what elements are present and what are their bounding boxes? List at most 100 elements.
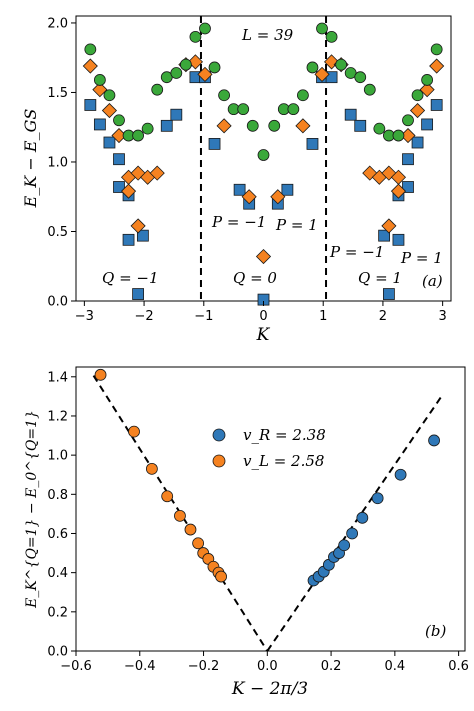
data-point-circle	[128, 425, 140, 438]
data-point-diamond	[216, 118, 232, 134]
data-point-square	[93, 118, 106, 131]
x-tick-label: −3	[75, 309, 94, 324]
data-point-circle	[428, 434, 440, 447]
data-point-square	[402, 181, 414, 193]
data-point-circle	[184, 523, 197, 536]
data-point-diamond	[390, 183, 407, 199]
x-tick-label: 0.0	[257, 659, 278, 674]
data-point-circle	[402, 114, 414, 127]
x-tick-label: 0.4	[385, 659, 406, 674]
x-tick-label: 3	[438, 309, 446, 324]
annotation-p-mid-right: P = 1	[275, 216, 318, 234]
data-point-circle	[151, 83, 164, 96]
data-point-circle	[373, 122, 386, 135]
data-point-square	[430, 99, 443, 111]
data-point-square	[306, 138, 319, 150]
data-point-diamond	[295, 118, 311, 134]
data-point-square	[84, 99, 97, 111]
data-point-square	[402, 153, 414, 166]
data-point-circle	[430, 43, 443, 56]
data-point-diamond	[409, 102, 426, 119]
panel-a-label: (a)	[422, 272, 443, 290]
panel-b-frame	[75, 366, 466, 652]
data-point-circle	[161, 490, 174, 503]
data-point-circle	[170, 67, 183, 79]
data-point-circle	[325, 30, 338, 43]
y-tick-label: 0.8	[47, 488, 68, 503]
data-point-square	[113, 153, 125, 166]
data-point-circle	[94, 368, 107, 381]
data-point-square	[208, 138, 221, 150]
data-point-square	[160, 119, 173, 132]
panel-b-points	[94, 368, 440, 587]
annotation-p-right-right: P = 1	[400, 249, 443, 267]
data-point-circle	[394, 468, 407, 481]
data-point-circle	[145, 462, 158, 475]
y-tick-label: 2.0	[47, 16, 68, 31]
data-point-circle	[268, 119, 281, 132]
legend-label-vr: v_R = 2.38	[243, 426, 326, 444]
data-point-square	[170, 108, 183, 121]
x-tick-label: −0.2	[188, 659, 220, 674]
data-point-square	[136, 229, 149, 242]
x-tick-label: 0	[259, 309, 267, 324]
data-point-circle	[421, 74, 434, 86]
data-point-circle	[335, 58, 348, 71]
annotation-q-left: Q = −1	[102, 269, 159, 287]
legend-marker-vr	[212, 428, 226, 442]
data-point-circle	[141, 122, 154, 135]
panel-a-points	[82, 22, 445, 306]
panel-b-ticks: −0.6 −0.4 −0.2 0.0 0.2 0.4 0.6 0.0 0.2 0.4 0.6 0.8 1…	[47, 370, 469, 674]
panel-b-fit-lines	[92, 375, 444, 652]
data-point-diamond	[197, 66, 213, 82]
annotation-p-mid-left: P = −1	[211, 213, 266, 231]
data-point-square	[421, 118, 434, 131]
data-point-diamond	[241, 189, 257, 205]
y-tick-label: 1.4	[47, 370, 68, 385]
data-point-diamond	[429, 58, 445, 74]
data-point-circle	[208, 61, 221, 74]
data-point-circle	[297, 89, 309, 102]
annotation-q-right: Q = 1	[358, 269, 402, 287]
data-point-diamond	[381, 218, 397, 234]
panel-a: −3 −2 −1 0 1 2 30.00.51.01.52.0 L = 39 Q = −1 …	[21, 15, 452, 345]
data-point-circle	[84, 43, 97, 56]
data-point-diamond	[82, 58, 98, 74]
data-point-circle	[199, 22, 211, 35]
data-point-diamond	[419, 82, 435, 98]
panel-b-label: (b)	[425, 622, 446, 640]
legend-label-vl: v_L = 2.58	[243, 452, 324, 470]
data-point-circle	[218, 89, 230, 102]
data-point-square	[122, 233, 135, 246]
data-point-circle	[306, 61, 319, 74]
annotation-L: L = 39	[241, 26, 294, 44]
panel-b-ylabel: E_K^{Q=1} − E_0^{Q=1}	[24, 410, 40, 609]
data-point-circle	[103, 89, 116, 102]
panel-a-ticks: −3 −2 −1 0 1 2 3 0.0 0.5 1.0 1.5 2.0	[47, 16, 446, 324]
x-tick-label: 0.6	[448, 659, 469, 674]
data-point-square	[354, 119, 367, 132]
data-point-circle	[287, 103, 300, 116]
y-tick-label: 1.0	[47, 449, 68, 464]
data-point-diamond	[120, 183, 137, 199]
x-tick-label: 2	[379, 309, 387, 324]
data-point-circle	[132, 129, 145, 142]
data-point-circle	[316, 22, 328, 35]
y-tick-label: 0.5	[47, 225, 68, 240]
data-point-square	[113, 181, 125, 193]
data-point-square	[233, 183, 246, 196]
y-tick-label: 1.0	[47, 155, 68, 170]
data-point-diamond	[314, 66, 330, 82]
y-tick-label: 1.5	[47, 86, 68, 101]
data-point-circle	[113, 114, 125, 127]
panel-a-xlabel: K	[256, 325, 271, 345]
data-point-square	[411, 136, 424, 149]
data-point-circle	[363, 83, 376, 96]
y-tick-label: 1.2	[47, 409, 68, 424]
x-tick-label: −1	[194, 309, 213, 324]
data-point-diamond	[255, 248, 272, 265]
data-point-square	[103, 136, 116, 149]
y-tick-label: 0.0	[47, 645, 68, 660]
x-tick-label: −0.4	[124, 659, 156, 674]
